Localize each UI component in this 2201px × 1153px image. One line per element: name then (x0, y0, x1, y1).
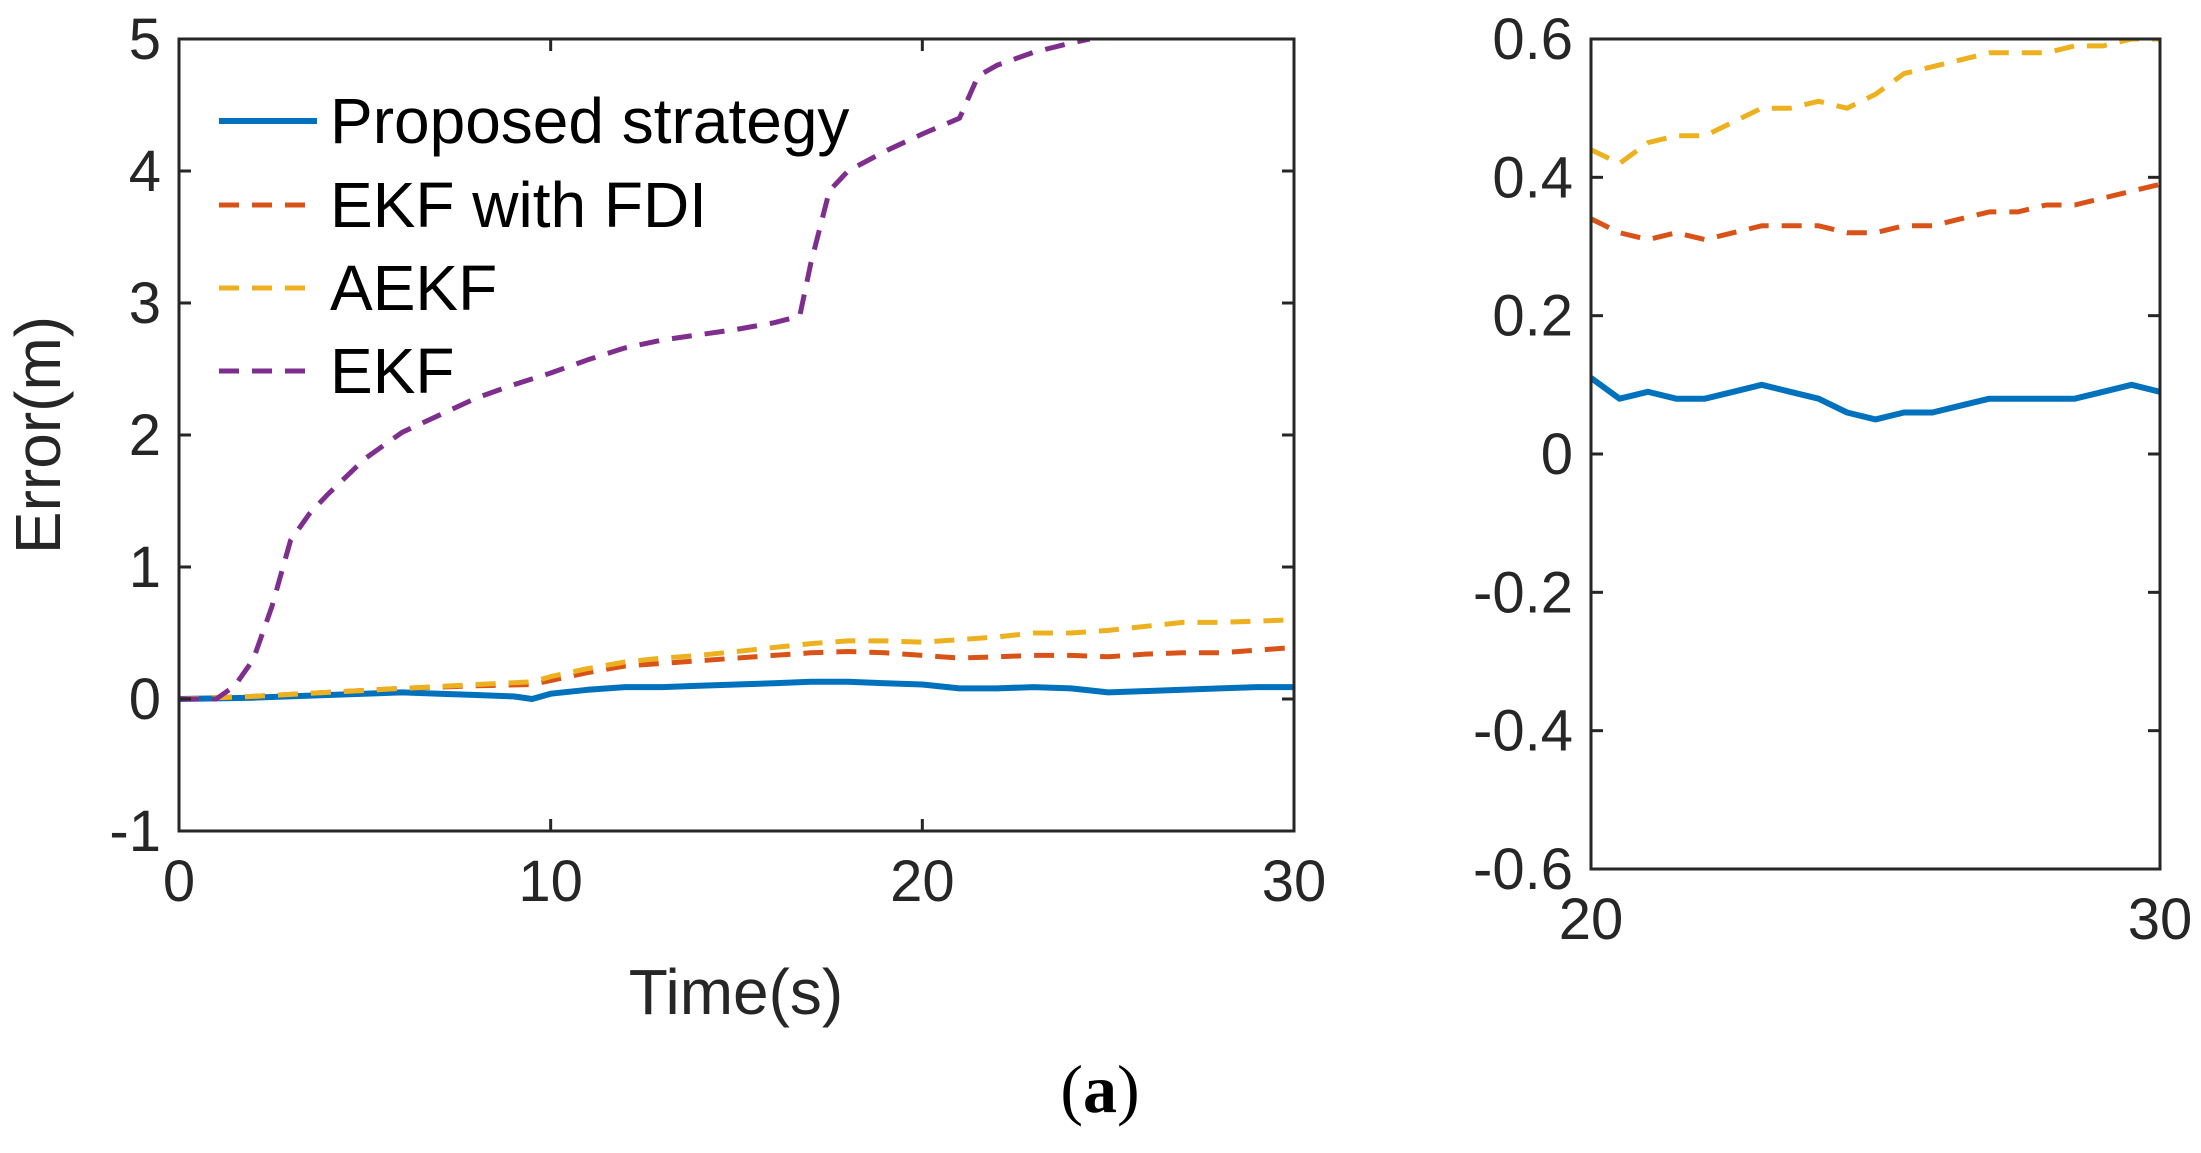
main-ytick-label: -1 (109, 799, 161, 864)
caption-close: ) (1117, 1051, 1140, 1127)
main-ytick-label: 3 (129, 271, 161, 336)
zoom-ytick-label: -0.2 (1473, 560, 1573, 625)
zoom-xtick-label: 20 (1559, 887, 1624, 952)
zoom-series-ekf-with-fdi (1591, 181, 2160, 243)
zoom-ytick-label: 0.6 (1492, 7, 1573, 72)
zoom-ytick-label: -0.4 (1473, 699, 1573, 764)
legend-label-ekf-fdi: EKF with FDI (330, 169, 707, 241)
zoom-xtick-label: 30 (2128, 887, 2193, 952)
legend-label-proposed: Proposed strategy (330, 85, 849, 157)
caption-letter: a (1083, 1051, 1117, 1127)
legend-label-ekf: EKF (330, 335, 454, 407)
main-ytick-label: 4 (129, 139, 161, 204)
main-xtick-label: 20 (890, 849, 955, 914)
zoom-ytick-label: 0.2 (1492, 284, 1573, 349)
main-xtick-label: 30 (1262, 849, 1327, 914)
figure-caption: (a) (1060, 1051, 1139, 1127)
main-series-ekf (179, 39, 1091, 702)
main-xlabel: Time(s) (629, 956, 843, 1028)
main-series-aekf (179, 617, 1294, 702)
main-ytick-label: 5 (129, 7, 161, 72)
caption-open: ( (1060, 1051, 1083, 1127)
zoom-series-proposed-strategy (1591, 375, 2160, 423)
main-xtick-label: 10 (518, 849, 583, 914)
main-ytick-label: 1 (129, 535, 161, 600)
zoom-chart: 20 30 -0.6 -0.4 -0.2 0 0.2 0.4 0.6 (1473, 7, 2192, 952)
zoom-ytick-label: -0.6 (1473, 837, 1573, 902)
zoom-ytick-label: 0 (1541, 422, 1573, 487)
main-xtick-label: 0 (163, 849, 195, 914)
main-ylabel: Error(m) (2, 316, 74, 554)
legend: Proposed strategy EKF with FDI AEKF EKF (219, 85, 849, 407)
main-ytick-label: 2 (129, 403, 161, 468)
zoom-series-aekf (1591, 39, 2160, 166)
zoom-ytick-label: 0.4 (1492, 145, 1573, 210)
main-series-proposed-strategy (179, 678, 1294, 702)
legend-label-aekf: AEKF (330, 252, 497, 324)
zoom-plot-area (1591, 39, 2160, 869)
main-ytick-label: 0 (129, 667, 161, 732)
main-plot-area (179, 39, 1294, 831)
